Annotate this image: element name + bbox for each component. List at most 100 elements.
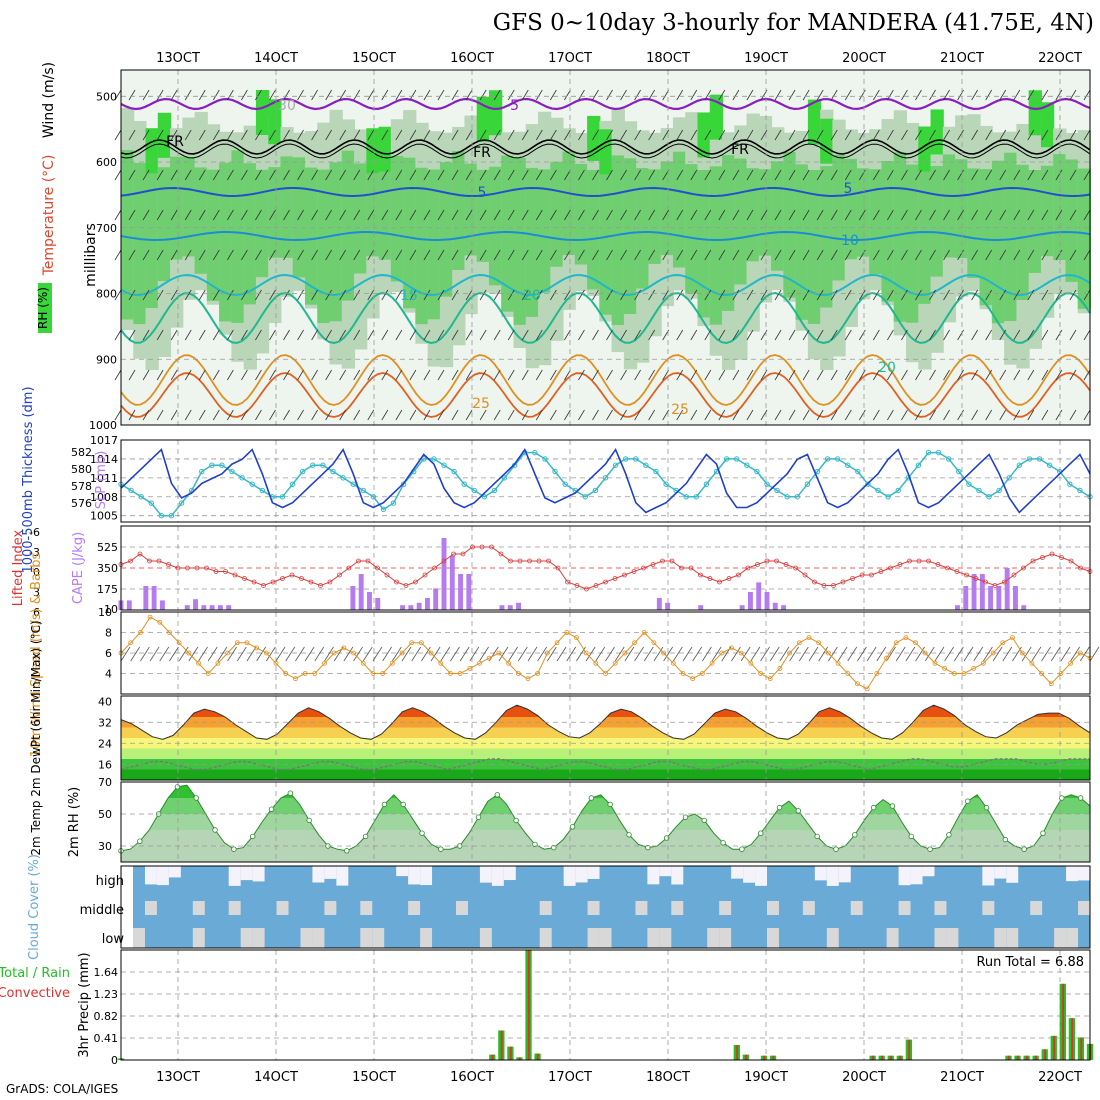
wind-speed-point [787,650,793,656]
wind-barb [297,169,304,181]
wind-barb [479,369,487,381]
slp-frame [120,439,1091,523]
wind-barb [212,249,220,261]
wind-barb [493,369,501,381]
li-point [1059,555,1064,560]
slp-point [451,468,457,475]
wind-barb [156,289,164,301]
wind-barb [1041,249,1049,261]
wind-barb [521,129,529,141]
li-point [1030,558,1036,564]
wind-barb [198,409,206,421]
wind-barb [550,369,557,381]
wind-barb [140,646,150,662]
wind-barb [816,129,824,141]
rh-shade-mid [599,166,613,315]
wind-barb [325,409,332,421]
li-point [1011,572,1017,578]
wind-barb [830,409,838,421]
li-point [631,569,637,574]
rh-shade-mid [464,163,478,256]
wind-barb [999,409,1007,421]
wind-speed-point [515,671,521,676]
wind-barb [802,409,810,421]
x-tick-label-top: 18OCT [646,51,690,66]
wind-barb [606,329,613,341]
wind-barb [999,209,1007,221]
wind-barb [507,89,515,101]
li-point [603,579,608,585]
rh-band [121,785,1090,798]
wind-speed-point [360,660,366,666]
cloud-low-gap [587,928,600,948]
wind-barb [887,169,894,181]
pressure-tick-label: 600 [96,156,117,169]
wind-barb [550,209,557,221]
wind-barb [184,89,192,101]
wind-barb [901,249,908,261]
wind-barb [325,129,332,141]
wind-barb [971,409,978,421]
wind-barb [957,169,964,181]
wind-barb [858,209,866,221]
cape-frame [120,525,1091,611]
wind-barb [275,646,286,662]
rh-shade-mid [1028,169,1042,273]
contour-label: FR [473,145,491,161]
wind-speed-point [612,660,618,666]
wind-barb [1021,646,1032,662]
wind-speed-point [331,650,337,656]
thickness-tick-label: 580 [71,463,92,476]
x-tick-label-top: 14OCT [254,51,298,66]
wind-barb [269,329,276,341]
slp-point [168,512,175,519]
wind-barb [779,646,790,662]
wind-barb [830,129,838,141]
slp-point [158,512,165,519]
wind-barb [830,169,838,181]
wind-barb [999,129,1007,141]
wind-barb [114,369,122,381]
wind-barb [915,209,922,221]
wind-barb [362,646,373,662]
cape-tick-label: 525 [97,541,118,554]
cloud-high-gap [910,866,923,885]
wind-speed-point [1068,660,1074,666]
wind-barb [1041,369,1049,381]
pressure-tick-label: 500 [96,90,117,103]
li-point [916,558,922,564]
cloud-high-gap [575,866,588,883]
cloud-middle-gap [324,901,337,915]
wind-barb [421,646,431,662]
slp-point [1006,475,1012,481]
wind-barb [634,646,644,662]
slp-point [622,456,629,462]
cloud-low-gap [360,928,373,948]
cloud-middle-gap [767,901,779,915]
wind-barb [606,409,613,421]
wind-barb [676,129,684,141]
wind-barb [592,329,599,341]
wind-barb [198,89,206,101]
li-point [945,565,950,571]
wind-barb [465,329,473,341]
slp-point [370,494,377,500]
wind-barb [269,129,276,141]
wind-barb [353,129,361,141]
wind-speed-point [651,640,657,646]
wind-barb [774,169,782,181]
wind-barb [156,129,164,141]
wind-barb [198,329,206,341]
wind-barb [367,169,375,181]
wind-barb [170,409,178,421]
slp-point [804,481,811,487]
wind-barb [198,646,208,662]
li-point [1002,579,1007,585]
wind-barb [690,249,698,261]
wind-barb [198,369,206,381]
wind-barb [437,129,445,141]
cloud-low-gap [826,928,839,948]
cloud-middle-gap [982,901,995,915]
li-point [156,558,162,564]
wind-barb [241,169,248,181]
